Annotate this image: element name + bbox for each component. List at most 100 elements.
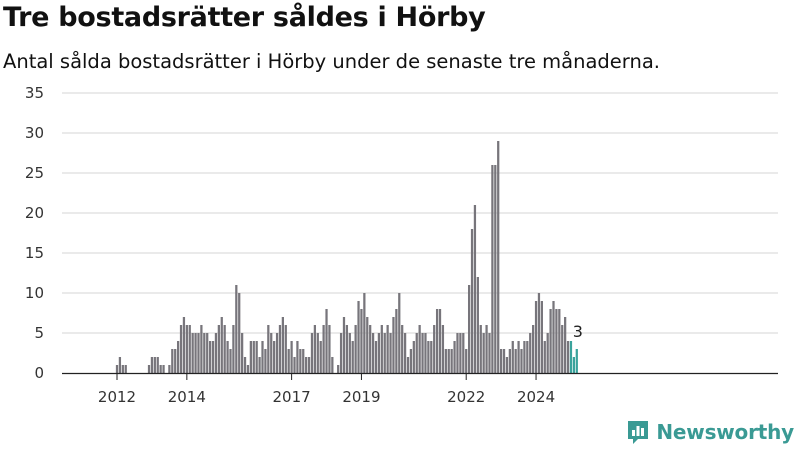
bar [313,325,317,373]
bar [211,341,215,373]
bar [485,325,488,373]
bar [401,325,404,373]
bar [348,333,351,373]
bar [371,333,375,373]
bar [252,341,255,373]
bar [523,341,526,373]
bar [223,325,226,373]
bar [438,309,442,373]
bar [200,325,203,373]
bar [115,365,119,373]
bar [220,317,223,373]
bar [121,365,124,373]
bar [310,333,314,373]
x-tick-label: 2017 [273,388,311,406]
bar [409,349,413,373]
bar [232,325,235,373]
bar [418,325,421,373]
bar [203,333,206,373]
y-tick-label: 30 [25,124,44,142]
bar [241,333,244,373]
gridlines [62,92,778,334]
x-tick-label: 2024 [517,388,555,406]
bar [281,317,284,373]
bar [473,205,477,373]
bar [430,341,433,373]
bar [549,309,552,373]
x-tick-label: 2019 [342,388,380,406]
bar [293,357,296,373]
bar [235,285,238,373]
bar [447,349,450,373]
x-tick-label: 2012 [98,388,136,406]
bar [217,325,220,373]
bar [476,277,479,373]
bar [453,341,456,373]
bar [264,349,267,373]
bar [552,301,555,373]
bar [278,325,282,373]
bar [214,333,218,373]
bar [302,349,305,373]
bar [566,341,570,373]
bar [389,333,392,373]
bar [322,325,325,373]
bar [261,341,264,373]
bar [305,357,308,373]
bar [249,341,252,373]
brand-name: Newsworthy [656,420,794,444]
bar-highlight [575,349,578,373]
bar [357,301,360,373]
bar [290,341,293,373]
bar [406,357,410,373]
bar [156,357,159,373]
bar [284,325,287,373]
x-tick-label: 2022 [447,388,485,406]
bar [159,365,162,373]
bar [424,333,427,373]
bar [555,309,558,373]
y-tick-label: 25 [25,164,44,182]
bar [360,309,363,373]
bar [179,325,183,373]
bar [427,341,430,373]
bar [543,341,546,373]
bar [267,325,270,373]
bar [243,357,247,373]
bar [287,349,290,373]
bar [366,317,369,373]
y-tick-label: 35 [25,84,44,102]
y-tick-label: 15 [25,244,44,262]
bar [182,317,186,373]
bar [147,365,151,373]
bar [500,349,503,373]
y-axis: 0 5 10 15 20 25 30 35 [25,84,44,382]
bar [433,325,436,373]
bar [153,357,156,373]
bar [491,165,494,373]
bar [511,341,514,373]
y-tick-label: 20 [25,204,44,222]
bar [479,325,482,373]
bar [482,333,485,373]
bar [328,325,331,373]
bar [392,317,395,373]
bar [465,349,468,373]
bar [162,365,165,373]
bar [386,325,389,373]
bar [470,229,474,373]
bar [270,333,273,373]
bar [176,341,180,373]
bar [517,341,520,373]
bar [561,325,564,373]
bar-highlight [569,341,573,373]
bar [206,333,209,373]
chart-subtitle: Antal sålda bostadsrätter i Hörby under … [3,50,660,73]
bar [537,293,541,373]
bar [354,325,357,373]
bar [520,349,523,373]
x-tick-label: 2014 [168,388,206,406]
bar [197,333,200,373]
bar [238,293,241,373]
bar [435,309,439,373]
